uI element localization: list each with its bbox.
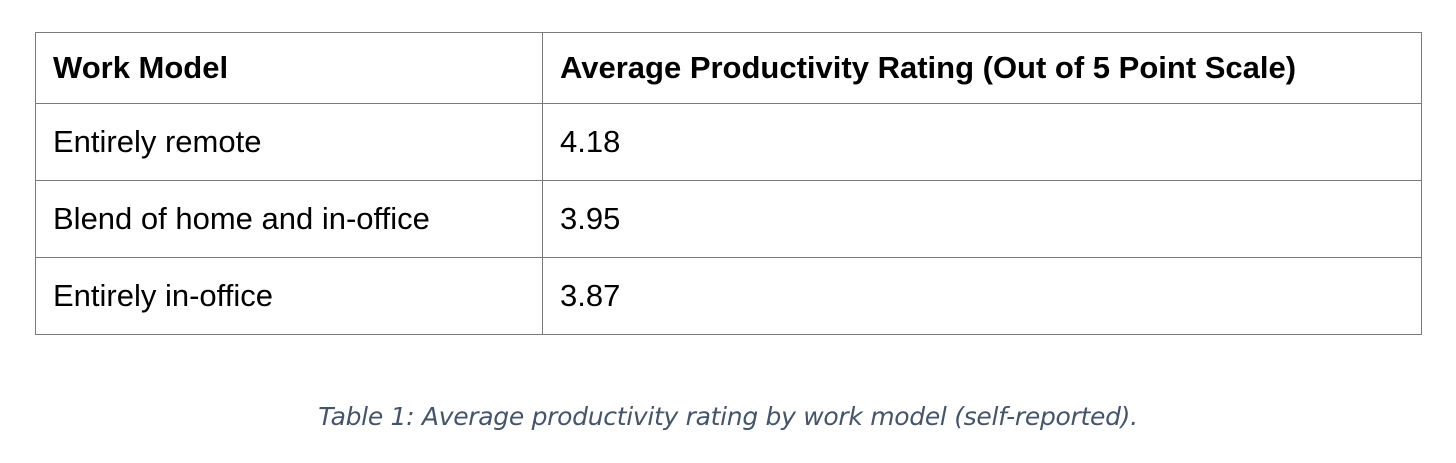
- cell-rating: 4.18: [542, 103, 1422, 181]
- cell-rating: 3.87: [542, 257, 1422, 335]
- table-row: Blend of home and in-office 3.95: [35, 180, 1422, 258]
- table-row: Entirely in-office 3.87: [35, 257, 1422, 335]
- productivity-table: Work Model Average Productivity Rating (…: [35, 32, 1422, 335]
- cell-work-model: Entirely in-office: [35, 257, 543, 335]
- header-average-productivity-rating: Average Productivity Rating (Out of 5 Po…: [542, 32, 1422, 104]
- table-header-row: Work Model Average Productivity Rating (…: [35, 32, 1422, 104]
- table-caption: Table 1: Average productivity rating by …: [318, 402, 1138, 431]
- table-row: Entirely remote 4.18: [35, 103, 1422, 181]
- cell-rating: 3.95: [542, 180, 1422, 258]
- header-work-model: Work Model: [35, 32, 543, 104]
- cell-work-model: Entirely remote: [35, 103, 543, 181]
- cell-work-model: Blend of home and in-office: [35, 180, 543, 258]
- productivity-table-container: Work Model Average Productivity Rating (…: [35, 32, 1422, 335]
